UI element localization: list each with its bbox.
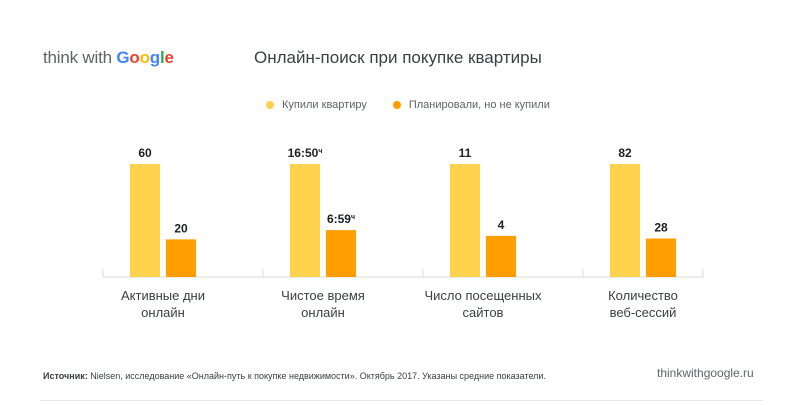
- bottom-divider: [40, 400, 763, 401]
- legend-label-bought: Купили квартиру: [282, 99, 367, 111]
- category-label-0-line1: онлайн: [141, 305, 185, 320]
- site-link[interactable]: thinkwithgoogle.ru: [657, 366, 754, 380]
- category-label-1-line1: онлайн: [301, 305, 345, 320]
- logo-letter-o2: o: [139, 48, 150, 67]
- legend-item-planned: Планировали, но не купили: [392, 99, 550, 111]
- category-label-2-line0: Число посещенных: [425, 288, 542, 303]
- bar-series1-cat0: [166, 239, 196, 277]
- think-with-google-logo: think with Google: [43, 48, 174, 68]
- bar-series0-cat1: [290, 164, 320, 277]
- source-footnote: Источник: Nielsen, исследование «Онлайн-…: [43, 371, 546, 381]
- source-text: Nielsen, исследование «Онлайн-путь к пок…: [87, 371, 546, 381]
- logo-letter-o1: o: [129, 48, 140, 67]
- category-label-0-line0: Активные дни: [121, 288, 205, 303]
- bar-series1-cat3: [646, 238, 676, 277]
- data-label-series0-cat0: 60: [138, 146, 152, 160]
- logo-letter-l: l: [159, 48, 165, 67]
- bar-series1-cat1: [326, 230, 356, 277]
- data-label-series0-cat1: 16:50ч: [288, 146, 323, 160]
- category-label-3-line1: веб-сессий: [610, 305, 677, 320]
- logo-letter-e: e: [164, 48, 174, 67]
- data-label-series0-cat2: 11: [459, 146, 472, 160]
- data-label-unit: ч: [351, 214, 355, 221]
- data-label-series1-cat1: 6:59ч: [327, 212, 355, 226]
- legend-dot-bought: [266, 101, 274, 109]
- data-label-series1-cat3: 28: [654, 220, 668, 234]
- bar-series0-cat2: [450, 164, 480, 277]
- source-label: Источник:: [43, 371, 88, 381]
- category-label-2-line1: сайтов: [463, 305, 504, 320]
- data-label-series0-cat3: 82: [618, 146, 632, 160]
- legend-label-planned: Планировали, но не купили: [408, 99, 550, 111]
- legend-dot-planned: [392, 101, 401, 109]
- logo-letter-g: G: [116, 48, 130, 67]
- logo-letter-g2: g: [149, 48, 160, 67]
- chart-legend: Купили квартиру Планировали, но не купил…: [266, 99, 576, 111]
- category-label-1-line0: Чистое время: [281, 288, 365, 303]
- category-label-3-line0: Количество: [608, 288, 678, 303]
- logo-prefix: think with: [43, 48, 117, 67]
- data-label-unit: ч: [318, 148, 322, 155]
- legend-item-bought: Купили квартиру: [266, 99, 367, 111]
- bar-series1-cat2: [486, 235, 516, 277]
- bar-series0-cat3: [610, 164, 640, 277]
- chart-title: Онлайн-поиск при покупке квартиры: [254, 48, 542, 67]
- bar-series0-cat0: [130, 164, 160, 277]
- data-label-series1-cat2: 4: [498, 218, 505, 232]
- data-label-series1-cat0: 20: [174, 221, 188, 235]
